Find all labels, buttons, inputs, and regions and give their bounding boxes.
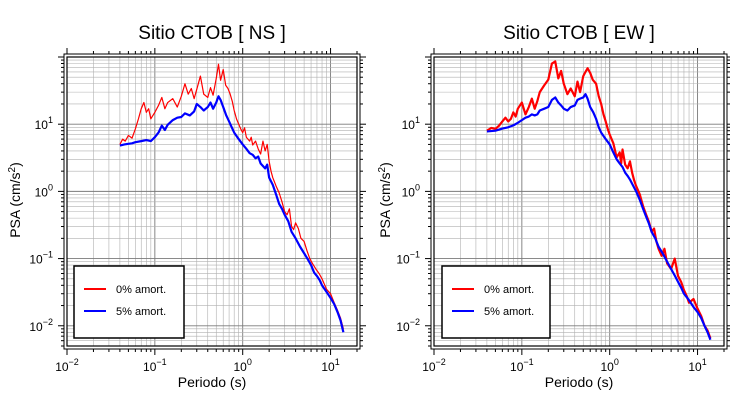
chart-panel-ns: Sitio CTOB [ NS ] 10−2 10−1 100 10110110010…: [7, 23, 366, 390]
chart-title: Sitio CTOB [ NS ]: [138, 23, 285, 44]
plot-frame: [433, 56, 725, 347]
legend-box: [441, 265, 551, 339]
legend-label-1: 5% amort.: [116, 306, 166, 318]
legend-label-0: 0% amort.: [116, 284, 166, 296]
y-tick-label: 101: [402, 115, 420, 132]
y-axis-label-base: PSA (cm/s: [7, 172, 23, 237]
y-axis-label: PSA (cm/s2): [7, 162, 23, 238]
x-tick-label: 101: [321, 357, 339, 374]
series-line-0: [119, 63, 344, 330]
y-tick-label: 101: [35, 115, 53, 132]
y-axis-label-sup: 2: [377, 166, 388, 172]
x-tick-label: 10−2: [422, 357, 446, 374]
x-tick-label: 100: [234, 357, 252, 374]
x-tick-label: 10−1: [143, 357, 167, 374]
series-line-1: [486, 93, 712, 341]
series-line-1: [119, 95, 345, 333]
y-tick-label: 10−1: [396, 250, 420, 267]
chart-panel-ew: Sitio CTOB [ EW ] 10−2 10−1 100 101 101 100 10…: [377, 23, 730, 390]
legend: 0% amort. 5% amort.: [73, 265, 185, 339]
y-axis-label-base: PSA (cm/s: [377, 172, 393, 237]
legend-label-0: 0% amort.: [484, 284, 534, 296]
y-tick-label: 10−2: [396, 317, 420, 334]
x-tick-label: 10−2: [55, 357, 79, 374]
y-tick-label: 100: [35, 182, 53, 199]
x-axis-label: Periodo (s): [545, 374, 613, 390]
y-tick-label: 10−2: [29, 317, 53, 334]
y-tick-label: 100: [402, 182, 420, 199]
plot-area: 10−2 10−1 100 101 101 100 10−1 10−2: [29, 48, 366, 374]
x-tick-label: 10−1: [510, 357, 534, 374]
x-tick-label: 100: [601, 357, 619, 374]
chart-title: Sitio CTOB [ EW ]: [503, 23, 655, 44]
y-axis-label-end: ): [7, 162, 23, 167]
y-axis-label: PSA (cm/s2): [377, 162, 393, 238]
y-tick-label: 10−1: [29, 250, 53, 267]
legend-box: [73, 265, 185, 339]
y-axis-label-sup: 2: [7, 166, 18, 172]
tick-marks: [58, 48, 366, 355]
plot-frame: [66, 56, 358, 347]
y-axis-label-end: ): [377, 162, 393, 167]
legend-label-1: 5% amort.: [484, 306, 534, 318]
x-tick-label: 101: [688, 357, 706, 374]
x-axis-label: Periodo (s): [178, 374, 246, 390]
legend: 0% amort. 5% amort.: [441, 265, 551, 339]
